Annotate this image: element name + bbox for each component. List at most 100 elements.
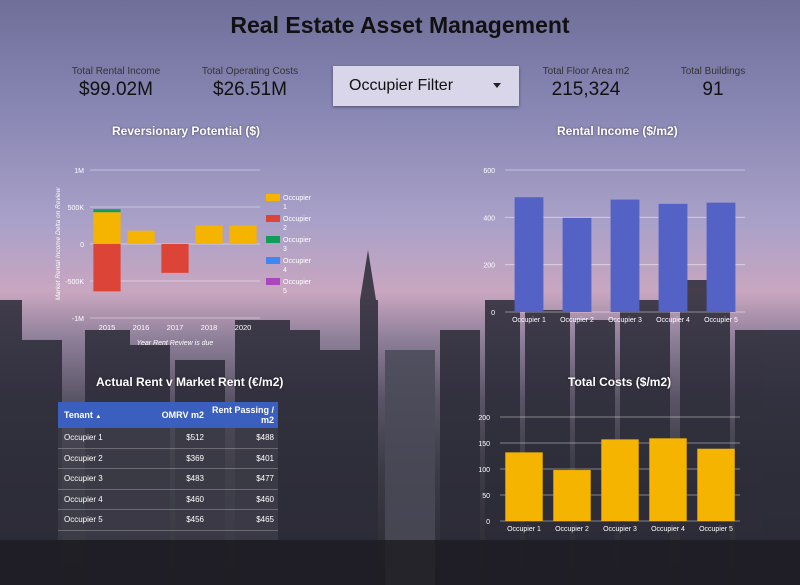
- occupier-filter-dropdown[interactable]: Occupier Filter: [333, 66, 519, 106]
- reversionary-potential-chart: 1M 500K 0 -500K -1M 2015 2016 2017 2018 2020 Year …: [55, 168, 312, 347]
- x-tick-label: Occupier 4: [651, 526, 685, 533]
- bar: [553, 470, 591, 521]
- kpi-total-operating-costs: Total Operating Costs $26.51M: [198, 66, 302, 101]
- omrv-cell: $483: [186, 474, 204, 484]
- total-costs-chart: 200 150 100 50 0 Occupier 1 Occupier 2 Occupier…: [478, 415, 740, 533]
- y-tick-label: 0: [80, 242, 84, 249]
- tenant-cell: Occupier 4: [64, 494, 103, 504]
- legend-label: 1: [283, 204, 287, 211]
- kpi-total-buildings: Total Buildings 91: [674, 66, 752, 101]
- y-tick-label: -1M: [72, 316, 84, 323]
- y-tick-label: 200: [483, 263, 495, 270]
- rent-passing-column-header[interactable]: Rent Passing / m2: [211, 405, 274, 425]
- filter-label: Occupier Filter: [349, 77, 454, 94]
- y-tick-label: 600: [483, 168, 495, 175]
- omrv-cell: $369: [186, 453, 204, 463]
- legend-label: 2: [283, 225, 287, 232]
- kpi-label: Total Buildings: [680, 66, 746, 77]
- kpi-value: 91: [702, 79, 724, 100]
- tenant-cell: Occupier 3: [64, 474, 103, 484]
- legend-swatch: [266, 236, 280, 243]
- legend-label: Occupier: [283, 195, 312, 202]
- tenant-cell: Occupier 5: [64, 515, 103, 525]
- bar: [514, 197, 544, 312]
- x-tick-label: 2015: [99, 323, 116, 332]
- x-tick-label: 2016: [133, 323, 150, 332]
- table-row: Occupier 5 $456 $465: [58, 510, 278, 531]
- x-tick-label: 2018: [201, 323, 218, 332]
- tenant-cell: Occupier 2: [64, 453, 103, 463]
- bar: [697, 448, 735, 521]
- kpi-label: Total Floor Area m2: [542, 66, 630, 77]
- total-costs-chart-title: Total Costs ($/m2): [568, 375, 672, 389]
- y-tick-label: 0: [486, 519, 490, 526]
- y-tick-label: 400: [483, 215, 495, 222]
- y-tick-label: 50: [482, 493, 490, 500]
- kpi-label: Total Operating Costs: [201, 66, 299, 77]
- rental-income-chart-title: Rental Income ($/m2): [557, 124, 678, 138]
- legend-label: Occupier: [283, 279, 312, 286]
- x-axis-label: Year Rent Review is due: [137, 340, 214, 347]
- legend-swatch: [266, 215, 280, 222]
- y-axis-label: Market Rental Income Delta on Review: [55, 186, 62, 300]
- dashboard-title: Real Estate Asset Management: [230, 12, 570, 38]
- legend-swatch: [266, 194, 280, 201]
- tenant-column-header[interactable]: Tenant ▲: [64, 410, 102, 420]
- bar: [649, 438, 687, 521]
- x-tick-label: Occupier 5: [699, 526, 733, 533]
- x-tick-label: Occupier 1: [507, 526, 541, 533]
- bar: [562, 217, 592, 312]
- y-tick-label: -500K: [65, 279, 84, 286]
- kpi-value: 215,324: [551, 79, 621, 100]
- y-tick-label: 500K: [68, 205, 85, 212]
- legend-label: Occupier: [283, 216, 312, 223]
- y-tick-label: 0: [491, 310, 495, 317]
- y-tick-label: 1M: [74, 168, 84, 175]
- rent-passing-cell: $488: [256, 433, 274, 443]
- omrv-column-header[interactable]: OMRV m2: [161, 410, 204, 420]
- legend-label: 3: [283, 246, 287, 253]
- rent-passing-cell: $465: [256, 515, 274, 525]
- x-tick-label: Occupier 3: [603, 526, 637, 533]
- rent-passing-cell: $477: [256, 474, 274, 484]
- reversionary-chart-title: Reversionary Potential ($): [112, 124, 261, 138]
- y-tick-label: 150: [478, 441, 490, 448]
- table-row: Occupier 4 $460 $460: [58, 490, 278, 510]
- rent-table-title: Actual Rent v Market Rent (€/m2): [96, 375, 284, 389]
- bar: [610, 199, 640, 312]
- legend-label: Occupier: [283, 258, 312, 265]
- bar: [658, 203, 688, 312]
- x-tick-label: 2020: [235, 323, 252, 332]
- bar: [93, 209, 121, 213]
- x-tick-label: 2017: [167, 323, 184, 332]
- x-tick-label: Occupier 2: [560, 317, 594, 324]
- legend-label: 4: [283, 267, 287, 274]
- omrv-cell: $460: [186, 494, 204, 504]
- kpi-total-rental-income: Total Rental Income $99.02M: [68, 66, 164, 101]
- tenant-cell: Occupier 1: [64, 433, 103, 443]
- table-row: Occupier 1 $512 $488: [58, 428, 278, 449]
- table-header: Tenant ▲ OMRV m2 Rent Passing / m2: [58, 402, 278, 428]
- rent-comparison-table: Tenant ▲ OMRV m2 Rent Passing / m2 Occup…: [58, 402, 278, 540]
- caret-down-icon: [493, 83, 501, 88]
- rental-income-chart: 600 400 200 0 Occupier 1 Occupier 2 Occupier 3…: [483, 168, 745, 324]
- x-tick-label: Occupier 4: [656, 317, 690, 324]
- sort-ascending-icon: ▲: [95, 414, 102, 420]
- legend-swatch: [266, 278, 280, 285]
- kpi-label: Total Rental Income: [71, 66, 161, 77]
- bar: [161, 244, 189, 273]
- table-row: Occupier 2 $369 $401: [58, 449, 278, 469]
- kpi-value: $26.51M: [213, 79, 287, 100]
- y-tick-label: 200: [478, 415, 490, 422]
- legend-swatch: [266, 257, 280, 264]
- bar: [601, 439, 639, 521]
- kpi-total-floor-area: Total Floor Area m2 215,324: [538, 66, 634, 101]
- bar: [127, 230, 155, 244]
- rent-passing-cell: $401: [256, 453, 274, 463]
- bar: [93, 212, 121, 244]
- legend-label: 5: [283, 288, 287, 295]
- x-tick-label: Occupier 2: [555, 526, 589, 533]
- legend-label: Occupier: [283, 237, 312, 244]
- bar: [505, 452, 543, 521]
- bar: [93, 244, 121, 292]
